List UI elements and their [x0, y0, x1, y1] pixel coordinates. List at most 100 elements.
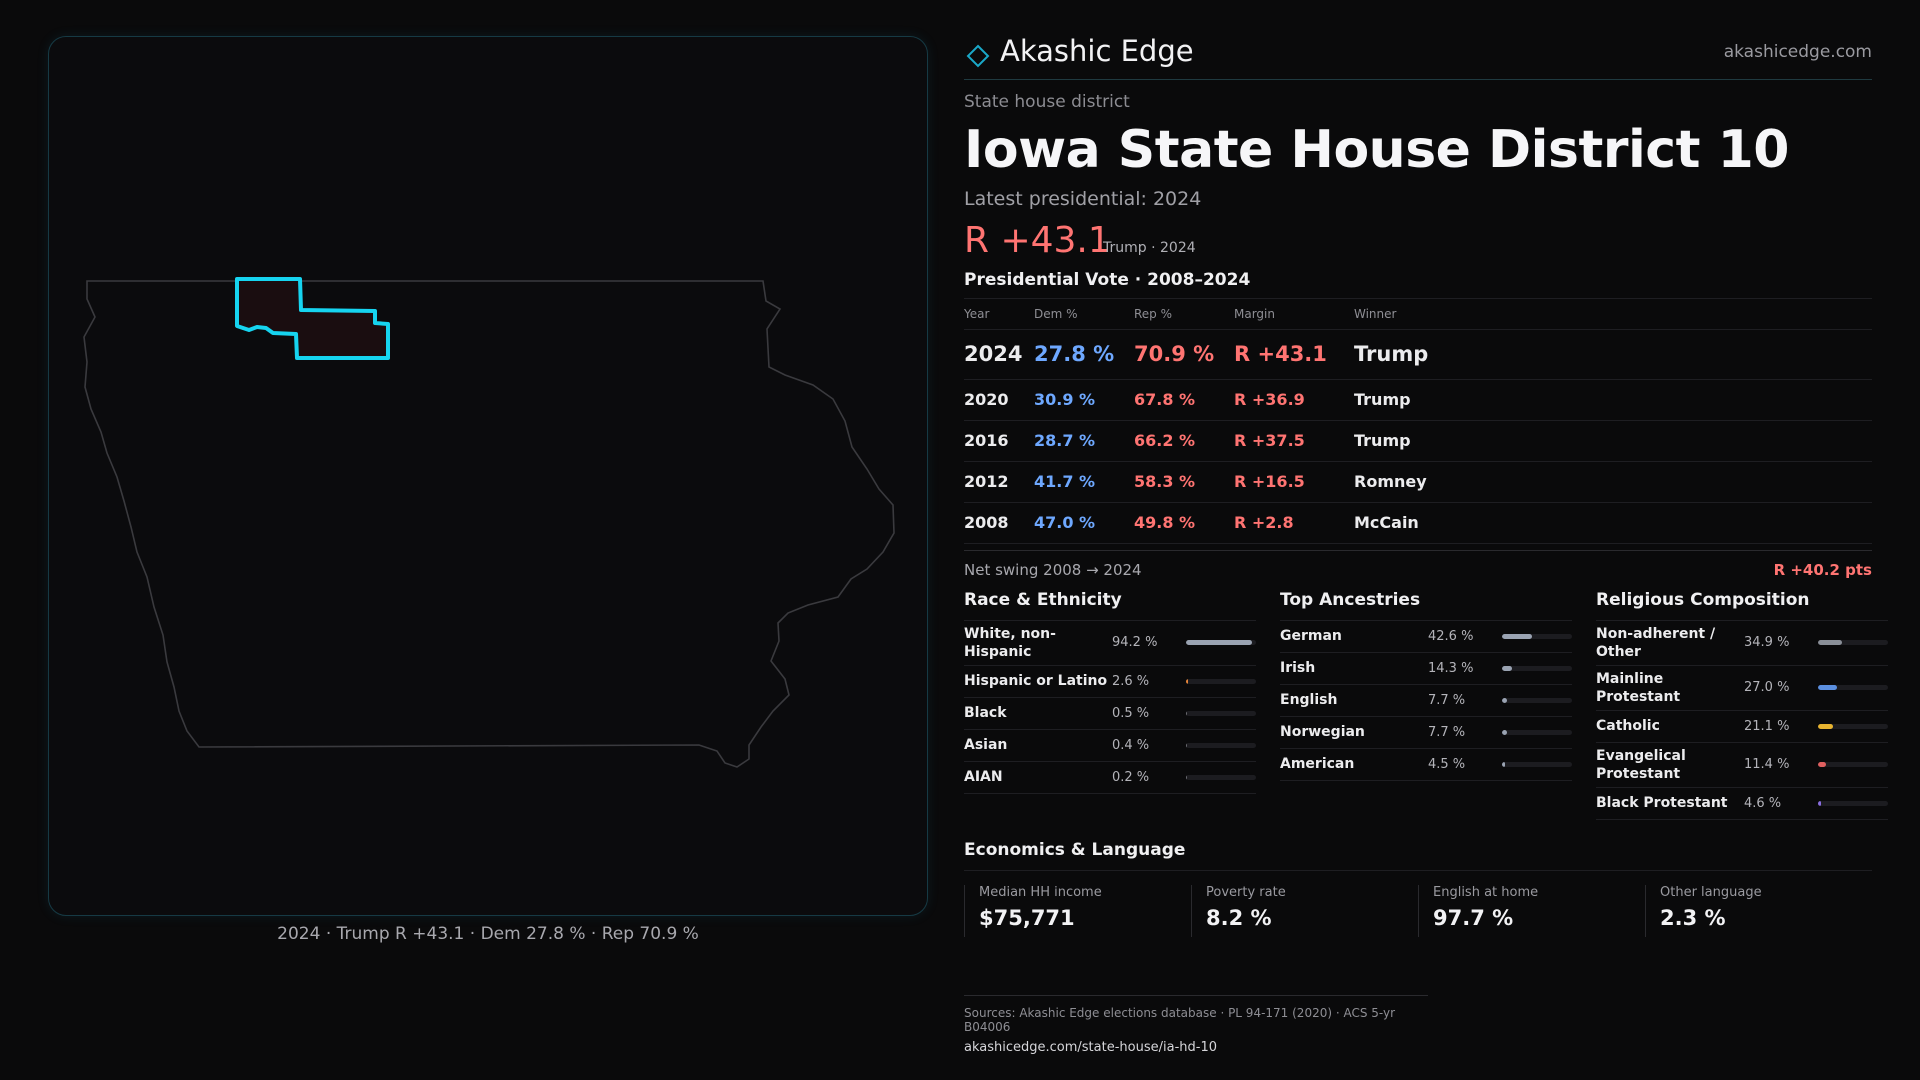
stat-row: Norwegian 7.7 % [1280, 717, 1572, 749]
row-rep: 66.2 % [1134, 420, 1234, 462]
row-margin: R +2.8 [1234, 502, 1354, 544]
stat-label: English [1280, 692, 1338, 708]
map-panel [48, 36, 928, 916]
religion-section: Religious Composition Non-adherent / Oth… [1596, 590, 1888, 820]
stat-label: Catholic [1596, 718, 1660, 734]
stat-value: 94.2 % [1112, 635, 1158, 650]
econ-cell: Other language 2.3 % [1645, 884, 1872, 937]
table-row: 2024 27.8 % 70.9 % R +43.1 Trump [964, 329, 1872, 380]
row-year: 2024 [964, 329, 1034, 380]
stat-row: German 42.6 % [1280, 621, 1572, 653]
table-row: 2016 28.7 % 66.2 % R +37.5 Trump [964, 420, 1872, 462]
stat-row: American 4.5 % [1280, 749, 1572, 781]
stat-value: 4.6 % [1744, 795, 1782, 811]
econ-cell: Poverty rate 8.2 % [1191, 884, 1418, 937]
stat-bar [1186, 774, 1256, 780]
row-dem: 28.7 % [1034, 420, 1134, 462]
header-year: Year [964, 299, 1034, 330]
economics-stats: Median HH income $75,771 Poverty rate 8.… [964, 884, 1872, 937]
stat-value: 7.7 % [1428, 692, 1466, 708]
stat-row: Non-adherent / Other 34.9 % [1596, 621, 1888, 666]
latest-presidential: Latest presidential: 2024 [964, 188, 1202, 210]
iowa-state-outline [83, 280, 895, 768]
stat-label: Hispanic or Latino [964, 673, 1108, 689]
econ-value: $75,771 [979, 905, 1075, 930]
stat-row: Evangelical Protestant 11.4 % [1596, 743, 1888, 788]
brand-header: Akashic Edge akashicedge.com [964, 32, 1872, 80]
stat-value: 11.4 % [1744, 757, 1790, 772]
stat-bar [1186, 640, 1256, 645]
stat-bar-fill [1502, 729, 1508, 735]
row-year: 2012 [964, 461, 1034, 503]
econ-cell: English at home 97.7 % [1418, 884, 1645, 937]
row-winner: Trump [1354, 329, 1872, 380]
row-dem: 41.7 % [1034, 461, 1134, 503]
econ-cell: Median HH income $75,771 [964, 884, 1191, 937]
stat-bar-fill [1818, 640, 1843, 645]
net-swing: Net swing 2008 → 2024 R +40.2 pts [964, 549, 1872, 588]
sources-url[interactable]: akashicedge.com/state-house/ia-hd-10 [964, 1040, 1217, 1055]
table-row: 2008 47.0 % 49.8 % R +2.8 McCain [964, 502, 1872, 544]
sources-text: Sources: Akashic Edge elections database… [964, 1006, 1396, 1034]
stat-row: Mainline Protestant 27.0 % [1596, 666, 1888, 711]
ancestries-title: Top Ancestries [1280, 590, 1572, 621]
district-type: State house district [964, 92, 1130, 112]
header-dem: Dem % [1034, 299, 1134, 330]
net-swing-label: Net swing 2008 → 2024 [964, 560, 1142, 579]
table-header-row: Year Dem % Rep % Margin Winner [964, 299, 1872, 330]
stat-row: White, non-Hispanic 94.2 % [964, 621, 1256, 666]
row-margin: R +36.9 [1234, 379, 1354, 421]
brand-url[interactable]: akashicedge.com [1723, 42, 1872, 62]
stat-label: White, non-Hispanic [964, 625, 1056, 660]
map-caption: 2024 · Trump R +43.1 · Dem 27.8 % · Rep … [277, 924, 699, 944]
header-rep: Rep % [1134, 299, 1234, 330]
stat-label: American [1280, 756, 1355, 772]
stat-label: German [1280, 628, 1342, 644]
row-rep: 49.8 % [1134, 502, 1234, 544]
sources-footer: Sources: Akashic Edge elections database… [964, 995, 1428, 1055]
stat-label: Non-adherent / Other [1596, 625, 1716, 660]
row-year: 2016 [964, 420, 1034, 462]
header-winner: Winner [1354, 299, 1872, 330]
stat-value: 27.0 % [1744, 680, 1790, 695]
presidential-vote-title: Presidential Vote · 2008–2024 [964, 270, 1872, 299]
stat-row: Irish 14.3 % [1280, 653, 1572, 685]
stat-value: 42.6 % [1428, 628, 1474, 644]
demographics: Race & Ethnicity White, non-Hispanic 94.2… [964, 590, 1888, 820]
stat-row: Black Protestant 4.6 % [1596, 788, 1888, 820]
page-title: Iowa State House District 10 [964, 120, 1789, 180]
district-map [83, 277, 895, 768]
table-row: 2020 30.9 % 67.8 % R +36.9 Trump [964, 379, 1872, 421]
stat-value: 7.7 % [1428, 724, 1466, 740]
row-dem: 27.8 % [1034, 329, 1134, 380]
religion-title: Religious Composition [1596, 590, 1888, 621]
econ-label: Median HH income [979, 884, 1102, 900]
econ-label: English at home [1433, 884, 1539, 900]
stat-bar-fill [1186, 710, 1187, 716]
district-10-outline [235, 277, 390, 360]
stat-label: Asian [964, 737, 1008, 753]
stat-bar-fill [1502, 761, 1506, 767]
race-ethnicity-title: Race & Ethnicity [964, 590, 1256, 621]
stat-bar [1502, 665, 1572, 671]
stat-bar [1818, 723, 1888, 729]
header-margin: Margin [1234, 299, 1354, 330]
details-panel: Akashic Edge akashicedge.com State house… [964, 32, 1888, 937]
stat-bar-fill [1818, 800, 1822, 806]
stat-label: Black [964, 705, 1007, 721]
stat-label: Evangelical Protestant [1596, 747, 1686, 782]
stat-row: Hispanic or Latino 2.6 % [964, 666, 1256, 698]
stat-bar [1186, 742, 1256, 748]
ancestries-section: Top Ancestries German 42.6 % Irish 14.3 % En… [1280, 590, 1572, 820]
stat-value: 21.1 % [1744, 718, 1790, 734]
stat-bar [1818, 762, 1888, 767]
stat-row: Asian 0.4 % [964, 730, 1256, 762]
stat-row: AIAN 0.2 % [964, 762, 1256, 794]
economics-title: Economics & Language [964, 840, 1872, 871]
stat-bar-fill [1186, 742, 1187, 748]
row-dem: 30.9 % [1034, 379, 1134, 421]
stat-label: AIAN [964, 769, 1003, 785]
table-row: 2012 41.7 % 58.3 % R +16.5 Romney [964, 461, 1872, 503]
stat-bar-fill [1186, 678, 1188, 684]
row-dem: 47.0 % [1034, 502, 1134, 544]
